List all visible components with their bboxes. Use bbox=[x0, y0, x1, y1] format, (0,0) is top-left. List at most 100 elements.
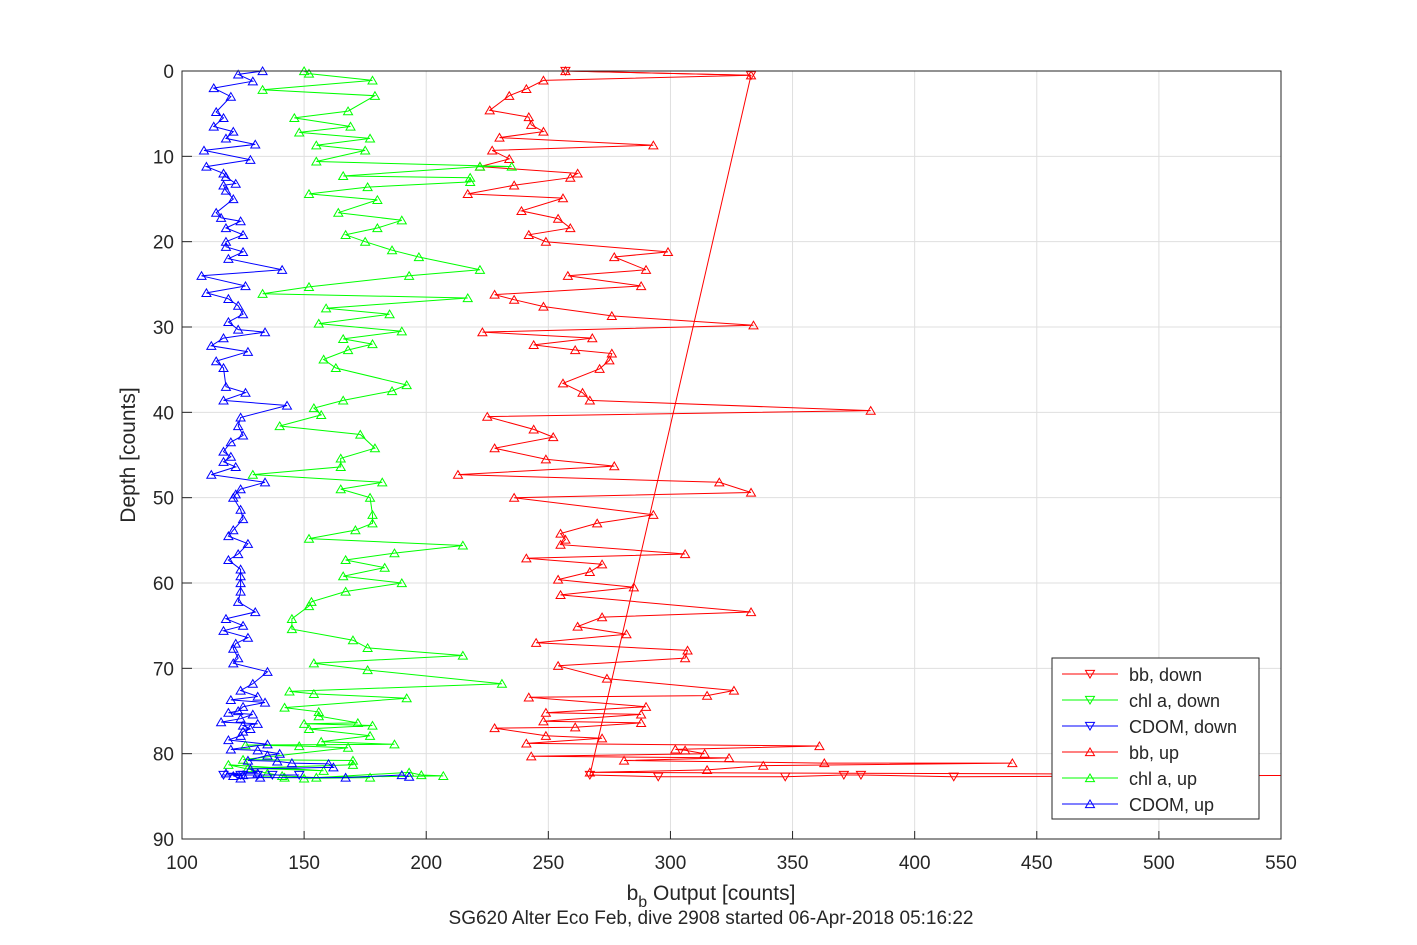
data-point-bb-up bbox=[489, 723, 500, 733]
data-point-bb-up bbox=[462, 188, 474, 198]
data-point-chl-a-up bbox=[367, 720, 378, 730]
data-point-cdom-up bbox=[210, 207, 222, 217]
data-point-bb-up bbox=[540, 454, 552, 464]
data-point-bb-up bbox=[552, 574, 564, 584]
data-point-chl-a-up bbox=[337, 395, 349, 405]
data-point-cdom-up bbox=[210, 356, 222, 366]
data-point-bb-up bbox=[508, 294, 520, 304]
data-point-cdom-down bbox=[266, 770, 278, 781]
data-point-chl-a-up bbox=[279, 702, 290, 712]
data-point-bb-up bbox=[586, 333, 598, 343]
data-point-cdom-up bbox=[227, 492, 239, 502]
data-point-cdom-up bbox=[223, 293, 234, 303]
data-point-bb-up bbox=[562, 270, 574, 280]
data-point-chl-a-up bbox=[288, 112, 300, 123]
x-tick-label: 350 bbox=[777, 853, 809, 874]
data-point-cdom-up bbox=[225, 744, 237, 754]
data-point-chl-a-up bbox=[242, 763, 254, 773]
x-tick-label: 500 bbox=[1143, 853, 1175, 874]
data-point-cdom-up bbox=[223, 734, 234, 745]
data-point-cdom-up bbox=[237, 229, 249, 239]
data-point-bb-up bbox=[577, 387, 588, 397]
data-point-bb-up bbox=[1006, 758, 1018, 768]
data-point-cdom-up bbox=[220, 133, 232, 143]
data-point-cdom-up bbox=[232, 300, 244, 310]
data-point-cdom-up bbox=[220, 613, 232, 623]
data-point-chl-a-up bbox=[474, 161, 486, 171]
data-point-chl-a-up bbox=[303, 281, 315, 291]
data-point-cdom-up bbox=[218, 456, 229, 466]
y-tick-label: 90 bbox=[153, 830, 174, 851]
data-point-bb-up bbox=[547, 432, 559, 442]
data-point-chl-a-up bbox=[364, 133, 376, 143]
data-point-bb-up bbox=[814, 740, 825, 751]
data-point-chl-a-up bbox=[396, 326, 408, 336]
data-point-bb-up bbox=[481, 411, 493, 421]
data-point-cdom-up bbox=[230, 638, 242, 648]
data-point-cdom-up bbox=[262, 666, 273, 676]
data-point-bb-up bbox=[728, 685, 740, 695]
data-point-chl-a-up bbox=[293, 127, 305, 137]
data-point-bb-up bbox=[557, 193, 569, 203]
data-point-bb-up bbox=[584, 767, 596, 777]
data-point-bb-up bbox=[628, 582, 640, 592]
data-point-bb-up bbox=[608, 461, 620, 471]
y-tick-label: 80 bbox=[153, 745, 174, 766]
data-point-bb-up bbox=[601, 673, 613, 683]
data-point-cdom-up bbox=[237, 720, 249, 730]
data-point-chl-a-up bbox=[284, 686, 295, 696]
grid bbox=[181, 70, 1282, 840]
data-point-cdom-up bbox=[237, 513, 249, 524]
data-point-cdom-up bbox=[218, 395, 229, 405]
data-point-chl-a-up bbox=[340, 229, 352, 239]
data-point-cdom-up bbox=[232, 324, 244, 334]
data-point-chl-a-up bbox=[240, 740, 251, 750]
data-point-bb-up bbox=[520, 553, 532, 563]
data-point-chl-a-up bbox=[415, 769, 427, 780]
data-point-cdom-up bbox=[232, 705, 244, 716]
data-point-chl-a-up bbox=[345, 121, 356, 131]
legend-label-cdom-up: CDOM, up bbox=[1129, 795, 1214, 815]
data-point-bb-up bbox=[865, 405, 877, 415]
data-point-cdom-up bbox=[227, 658, 239, 668]
data-point-cdom-up bbox=[225, 694, 237, 705]
data-point-chl-a-up bbox=[386, 385, 398, 396]
data-point-bb-up bbox=[748, 320, 759, 330]
x-tick-label: 100 bbox=[166, 853, 198, 874]
data-point-bb-up bbox=[525, 119, 537, 129]
data-point-bb-up bbox=[538, 126, 549, 136]
data-point-bb-up bbox=[701, 764, 713, 774]
legend-marker-bb-up bbox=[1084, 746, 1096, 757]
data-point-bb-up bbox=[640, 264, 652, 274]
data-point-bb-up bbox=[679, 745, 691, 755]
data-point-bb-down bbox=[838, 770, 850, 781]
data-point-bb-up bbox=[530, 637, 542, 647]
data-point-chl-a-up bbox=[474, 264, 486, 274]
data-point-chl-a-up bbox=[303, 533, 315, 543]
data-point-chl-a-up bbox=[286, 613, 298, 623]
data-point-bb-down bbox=[584, 770, 596, 781]
data-point-cdom-up bbox=[220, 236, 232, 246]
data-point-chl-a-up bbox=[342, 742, 354, 752]
data-point-cdom-up bbox=[220, 222, 232, 233]
data-point-cdom-up bbox=[254, 772, 266, 782]
data-point-chl-a-up bbox=[293, 740, 305, 751]
data-point-chl-a-up bbox=[303, 723, 315, 734]
data-point-bb-up bbox=[596, 612, 608, 622]
data-point-bb-up bbox=[572, 168, 584, 178]
data-point-cdom-up bbox=[223, 554, 234, 565]
data-point-cdom-up bbox=[396, 769, 408, 780]
data-point-chl-a-up bbox=[352, 717, 364, 728]
data-point-cdom-up bbox=[198, 145, 210, 155]
data-point-cdom-up bbox=[252, 691, 264, 701]
data-point-cdom-up bbox=[225, 451, 237, 461]
data-point-chl-a-up bbox=[303, 188, 315, 198]
data-point-chl-a-up bbox=[286, 624, 298, 634]
data-point-bb-up bbox=[523, 112, 535, 122]
data-point-bb-up bbox=[608, 251, 620, 262]
data-point-cdom-up bbox=[218, 112, 229, 123]
data-point-chl-a-up bbox=[274, 420, 286, 431]
data-point-chl-a-up bbox=[401, 379, 413, 390]
data-point-chl-a-up bbox=[308, 658, 320, 668]
legend: bb, down chl a, down CDOM, down bb, up chl a… bbox=[1051, 657, 1260, 820]
